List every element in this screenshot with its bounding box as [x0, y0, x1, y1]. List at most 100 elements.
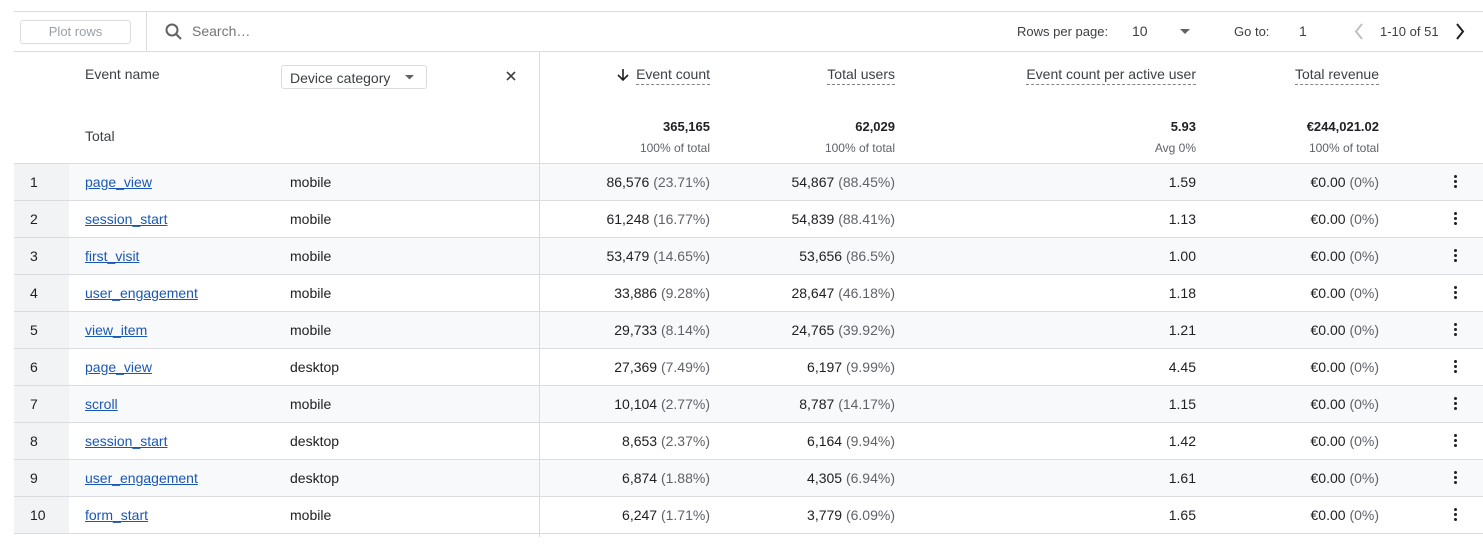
device-category: mobile [290, 396, 332, 412]
close-icon[interactable] [506, 71, 516, 81]
rows-per-page-select[interactable]: 10 [1132, 23, 1148, 39]
prev-page-icon[interactable] [1354, 23, 1364, 40]
event-name-link[interactable]: form_start [85, 507, 149, 523]
event-name-link[interactable]: view_item [85, 322, 148, 338]
device-category: desktop [290, 433, 340, 449]
table-row: 3 first_visit mobile 53,479 (14.65%) 53,… [14, 238, 1483, 275]
value: 53,656 [799, 248, 843, 264]
value: €0.00 [1310, 359, 1346, 375]
more-options-icon[interactable] [1452, 470, 1458, 486]
event-count-cell: 33,886 (9.28%) [614, 285, 710, 301]
table-row: 6 page_view desktop 27,369 (7.49%) 6,197… [14, 349, 1483, 386]
value: 24,765 [791, 322, 835, 338]
percent: (16.77%) [653, 211, 710, 227]
row-index: 9 [14, 460, 69, 496]
value: 54,839 [791, 211, 835, 227]
event-count-cell: 8,653 (2.37%) [622, 433, 710, 449]
per-user-cell: 4.45 [1168, 359, 1196, 375]
per-user-cell: 1.65 [1168, 507, 1196, 523]
device-category: mobile [290, 174, 332, 190]
more-options-icon[interactable] [1452, 248, 1458, 264]
row-index: 2 [14, 201, 69, 237]
per-user-cell: 1.42 [1168, 433, 1196, 449]
rows-per-page-label: Rows per page: [1017, 24, 1109, 39]
table-row: 5 view_item mobile 29,733 (8.14%) 24,765… [14, 312, 1483, 349]
event-name-link[interactable]: scroll [85, 396, 118, 412]
percent: (9.28%) [660, 285, 710, 301]
value: €0.00 [1310, 507, 1346, 523]
event-name-link[interactable]: first_visit [85, 248, 140, 264]
event-name-link[interactable]: session_start [85, 211, 168, 227]
chevron-down-icon[interactable] [1180, 29, 1190, 35]
table-row: 9 user_engagement desktop 6,874 (1.88%) … [14, 460, 1483, 497]
more-options-icon[interactable] [1452, 359, 1458, 375]
value: 28,647 [791, 285, 835, 301]
device-category-dropdown[interactable]: Device category [281, 65, 427, 89]
next-page-icon[interactable] [1455, 23, 1465, 40]
total-users-header[interactable]: Total users [827, 66, 895, 85]
per-user-cell: 1.00 [1168, 248, 1196, 264]
value: 86,576 [606, 174, 650, 190]
value: €0.00 [1310, 433, 1346, 449]
device-category: mobile [290, 248, 332, 264]
event-name-link[interactable]: page_view [85, 174, 152, 190]
value: 6,874 [622, 470, 658, 486]
revenue-cell: €0.00 (0%) [1311, 433, 1380, 449]
per-user-cell: 1.15 [1168, 396, 1196, 412]
revenue-header[interactable]: Total revenue [1294, 66, 1379, 85]
percent: (1.71%) [660, 507, 710, 523]
total-users-cell: 3,779 (6.09%) [807, 507, 895, 523]
total-users-cell: 6,164 (9.94%) [807, 433, 895, 449]
per-user-cell: 1.59 [1168, 174, 1196, 190]
total-per-user: 5.93 [1170, 119, 1196, 134]
more-options-icon[interactable] [1452, 174, 1458, 190]
value: €0.00 [1310, 211, 1346, 227]
page-range: 1-10 of 51 [1380, 24, 1439, 39]
event-count-cell: 29,733 (8.14%) [614, 322, 710, 338]
event-name-link[interactable]: session_start [85, 433, 168, 449]
value: €0.00 [1310, 248, 1346, 264]
percent: (39.92%) [838, 322, 895, 338]
more-options-icon[interactable] [1452, 211, 1458, 227]
per-user-header[interactable]: Event count per active user [1026, 66, 1196, 85]
event-name-link[interactable]: user_engagement [85, 470, 198, 486]
table-row: 4 user_engagement mobile 33,886 (9.28%) … [14, 275, 1483, 312]
percent: (0%) [1349, 470, 1379, 486]
search-input[interactable] [192, 23, 492, 39]
arrow-down-icon [617, 69, 629, 82]
total-revenue-sub: 100% of total [1308, 141, 1379, 155]
more-options-icon[interactable] [1452, 322, 1458, 338]
total-users: 62,029 [855, 119, 895, 134]
event-name-header[interactable]: Event name [85, 66, 160, 82]
more-options-icon[interactable] [1452, 285, 1458, 301]
total-users-cell: 54,867 (88.45%) [791, 174, 895, 190]
more-options-icon[interactable] [1452, 507, 1458, 523]
revenue-cell: €0.00 (0%) [1311, 322, 1380, 338]
plot-rows-button[interactable]: Plot rows [20, 20, 131, 44]
total-users-cell: 54,839 (88.41%) [791, 211, 895, 227]
value: €0.00 [1310, 396, 1346, 412]
percent: (0%) [1349, 433, 1379, 449]
percent: (88.41%) [838, 211, 895, 227]
percent: (1.88%) [660, 470, 710, 486]
event-count-header[interactable]: Event count [636, 66, 710, 85]
chevron-down-icon [405, 75, 414, 80]
event-name-link[interactable]: user_engagement [85, 285, 198, 301]
device-category: mobile [290, 322, 332, 338]
goto-input[interactable]: 1 [1299, 23, 1307, 39]
per-user-cell: 1.21 [1168, 322, 1196, 338]
table-row: 1 page_view mobile 86,576 (23.71%) 54,86… [14, 164, 1483, 201]
percent: (7.49%) [660, 359, 710, 375]
divider [146, 12, 147, 52]
event-count-cell: 6,874 (1.88%) [622, 470, 710, 486]
total-per-user-sub: Avg 0% [1154, 141, 1196, 155]
total-event-count-sub: 100% of total [639, 141, 710, 155]
revenue-cell: €0.00 (0%) [1311, 396, 1380, 412]
event-name-link[interactable]: page_view [85, 359, 152, 375]
value: 8,653 [622, 433, 658, 449]
row-index: 10 [14, 497, 69, 533]
more-options-icon[interactable] [1452, 433, 1458, 449]
device-category: mobile [290, 211, 332, 227]
more-options-icon[interactable] [1452, 396, 1458, 412]
value: 29,733 [614, 322, 658, 338]
